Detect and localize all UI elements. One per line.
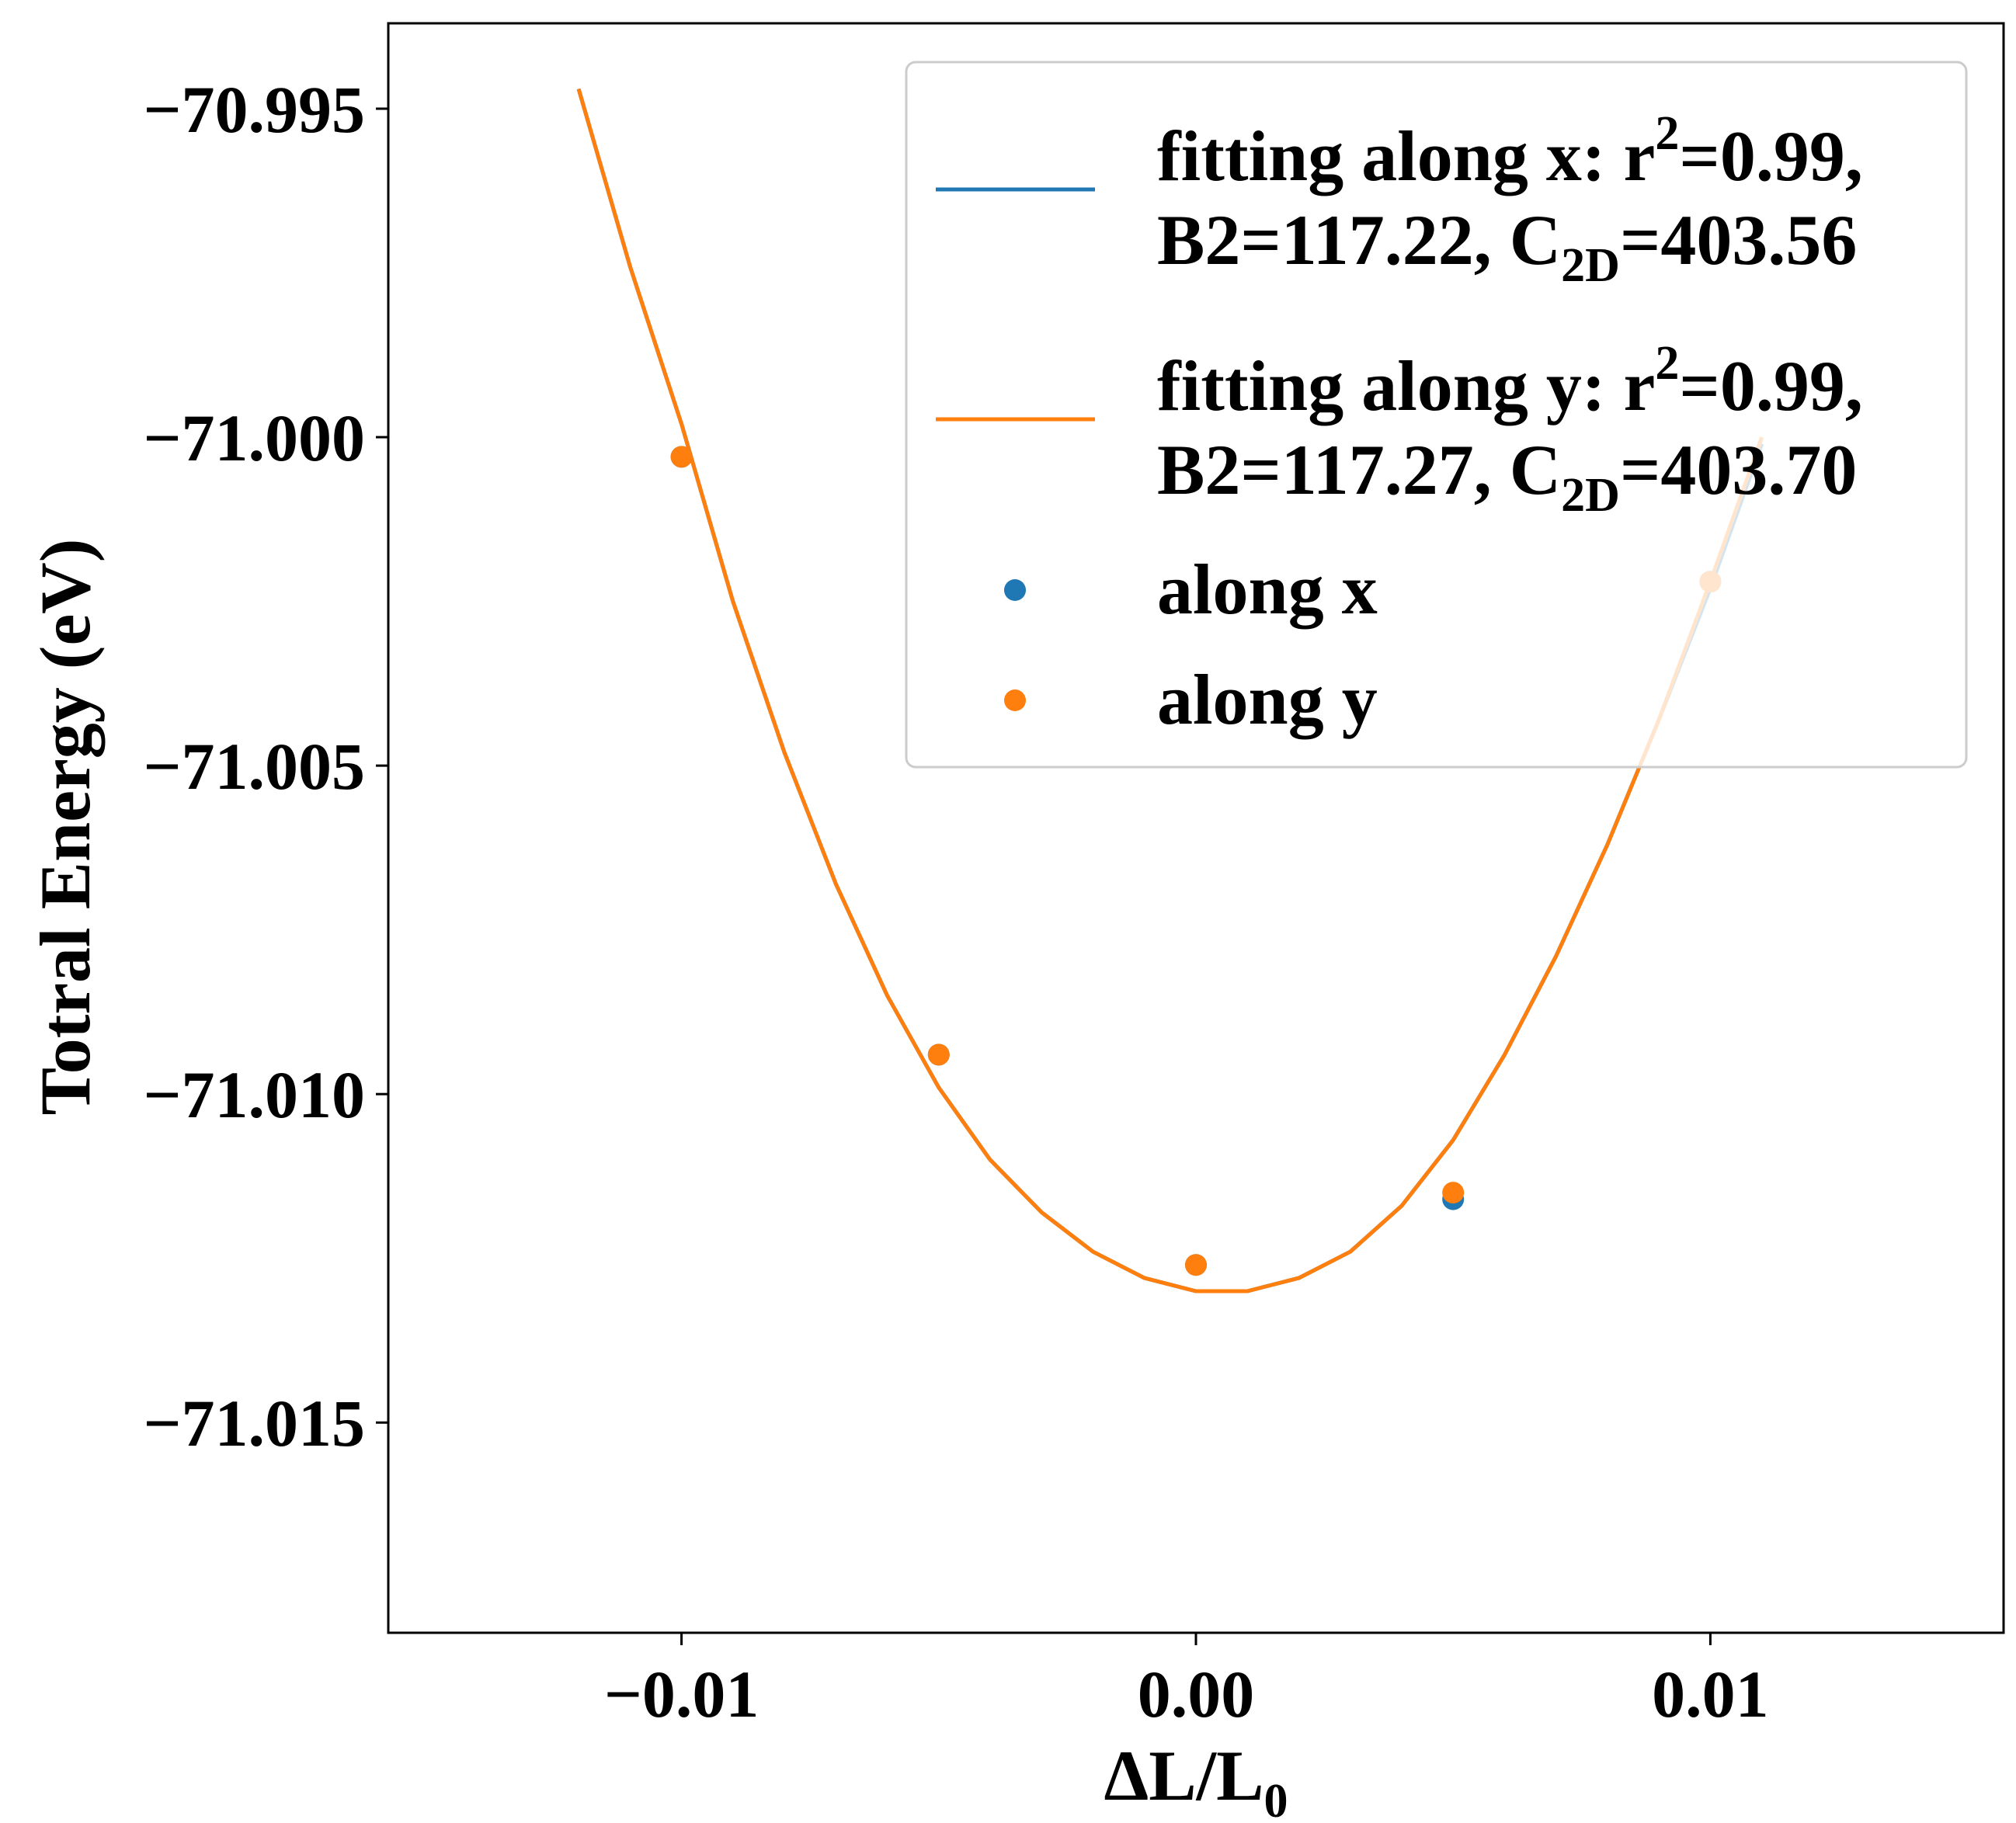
data-point-along-y	[1185, 1254, 1207, 1276]
x-axis: −0.01 0.00 0.01	[604, 1633, 1769, 1731]
legend-entry-along-y: along y	[1157, 660, 1378, 739]
legend-entry-fitting-x-line1: fitting along x: r2=0.99,	[1157, 107, 1863, 196]
y-tick-label: −70.995	[143, 72, 365, 147]
x-axis-title: ΔL/L0	[1104, 1736, 1288, 1823]
data-point-along-y	[670, 446, 693, 468]
plot-content	[576, 88, 1764, 1293]
y-tick-label: −71.015	[143, 1386, 365, 1460]
y-tick-label: −71.000	[143, 401, 365, 475]
legend: fitting along x: r2=0.99, B2=117.22, C2D…	[905, 61, 1968, 769]
y-tick-label: −71.005	[143, 729, 365, 804]
legend-entry-along-x: along x	[1157, 550, 1378, 629]
y-tick-label: −71.010	[143, 1057, 365, 1132]
x-axis-title-subscript: 0	[1263, 1775, 1288, 1823]
y-axis-title: Totral Energy (eV)	[26, 539, 105, 1116]
x-tick-label: 0.00	[1138, 1657, 1255, 1731]
legend-entry-fitting-x-line2: B2=117.22, C2D=403.56	[1157, 200, 1857, 292]
y-axis: −70.995 −71.000 −71.005 −71.010 −71.015	[143, 72, 388, 1460]
legend-entry-fitting-y-line1: fitting along y: r2=0.99,	[1157, 337, 1863, 425]
legend-dot-marker-y	[1004, 689, 1026, 711]
x-axis-title-main: ΔL/L	[1104, 1736, 1264, 1815]
data-point-along-y	[927, 1043, 950, 1066]
series-line-fitting-y	[576, 88, 1764, 1293]
x-tick-label: 0.01	[1652, 1657, 1769, 1731]
legend-box	[905, 61, 1968, 769]
x-tick-label: −0.01	[604, 1657, 759, 1731]
legend-dot-marker-x	[1004, 579, 1026, 601]
legend-entry-fitting-y-line2: B2=117.27, C2D=403.70	[1157, 430, 1857, 522]
data-point-along-y	[1442, 1182, 1465, 1204]
